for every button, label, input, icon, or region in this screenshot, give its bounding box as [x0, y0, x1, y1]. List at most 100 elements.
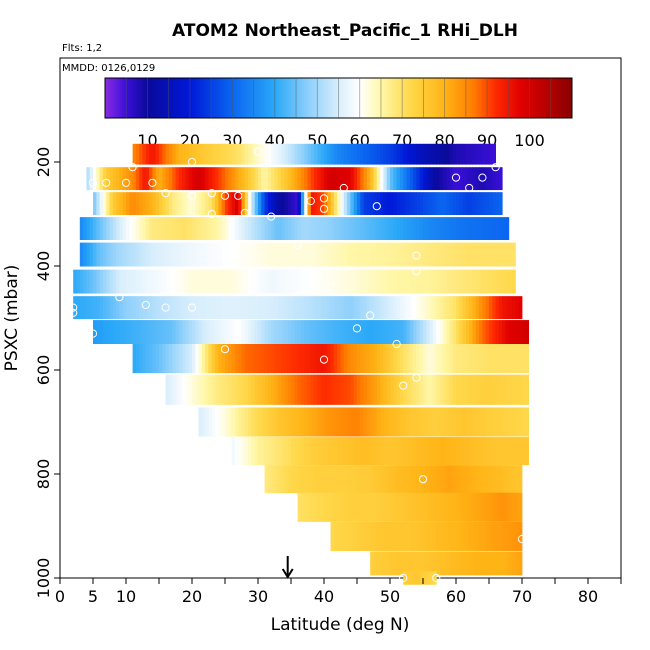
heat-cell: [512, 465, 516, 494]
heat-cell: [495, 521, 500, 551]
heat-cell: [238, 143, 242, 165]
heat-cell: [294, 407, 298, 437]
heat-cell: [294, 192, 298, 216]
heat-cell: [109, 242, 114, 267]
heat-cell: [320, 437, 325, 466]
heat-cell: [396, 320, 401, 344]
heat-cell: [112, 167, 117, 191]
observation-point: [326, 282, 335, 291]
heat-cell: [370, 374, 374, 405]
heat-cell: [155, 296, 160, 320]
heat-cell: [310, 167, 315, 191]
heat-cell: [248, 407, 252, 437]
heat-cell: [139, 217, 143, 240]
heat-cell: [399, 242, 404, 267]
heat-cell: [426, 465, 430, 494]
heat-cell: [119, 192, 124, 216]
heat-cell: [261, 217, 265, 240]
heat-cell: [102, 320, 107, 344]
heat-cell: [112, 269, 117, 294]
heat-cell: [393, 344, 397, 374]
heat-cell: [340, 242, 345, 267]
heat-cell: [165, 296, 170, 320]
heat-cell: [159, 320, 163, 344]
heat-cell: [423, 143, 427, 165]
heat-cell: [251, 320, 256, 344]
heat-cell: [436, 320, 440, 344]
heat-cell: [343, 374, 348, 405]
heat-cell: [373, 242, 378, 267]
heat-cell: [254, 242, 259, 267]
heat-cell: [396, 192, 401, 216]
heat-band: [93, 320, 529, 344]
heat-cell: [264, 407, 269, 437]
heat-cell: [225, 217, 229, 240]
heat-cell: [429, 143, 434, 165]
heat-cell: [436, 521, 440, 551]
heat-cell: [122, 217, 127, 240]
heat-cell: [492, 143, 496, 165]
heat-cell: [347, 143, 351, 165]
heat-cell: [178, 269, 183, 294]
heat-cell: [132, 320, 137, 344]
heat-cell: [399, 217, 404, 240]
heat-cell: [370, 143, 374, 165]
heat-cell: [482, 465, 487, 494]
heat-cell: [357, 374, 361, 405]
heat-cell: [373, 407, 378, 437]
heat-cell: [102, 217, 107, 240]
heat-cell: [149, 269, 153, 294]
heat-cell: [442, 217, 447, 240]
observation-point: [128, 163, 137, 172]
heat-cell: [492, 167, 496, 191]
heat-cell: [281, 407, 285, 437]
heat-cell: [320, 192, 325, 216]
heat-cell: [307, 167, 312, 191]
heat-cell: [525, 320, 529, 344]
heat-cell: [195, 344, 199, 374]
heat-cell: [317, 167, 322, 191]
heat-cell: [429, 492, 434, 522]
heat-cell: [459, 167, 463, 191]
observation-point: [412, 373, 421, 382]
heat-cell: [459, 465, 463, 494]
heat-band: [73, 296, 523, 320]
heat-cell: [228, 374, 232, 405]
heat-cell: [304, 465, 308, 494]
heat-cell: [518, 320, 523, 344]
heat-cell: [198, 143, 203, 165]
heat-cell: [139, 344, 143, 374]
heat-cell: [515, 437, 520, 466]
heat-cell: [152, 217, 157, 240]
heat-cell: [264, 143, 269, 165]
observation-point: [115, 293, 124, 302]
heat-cell: [462, 465, 467, 494]
heat-cell: [86, 269, 91, 294]
heat-cell: [502, 551, 506, 576]
heat-cell: [162, 320, 166, 344]
x-tick-label: 80: [578, 587, 598, 606]
heat-cell: [281, 374, 285, 405]
heat-cell: [267, 143, 272, 165]
heat-cell: [373, 269, 378, 294]
heat-cell: [353, 374, 358, 405]
heat-cell: [277, 374, 282, 405]
heat-cell: [281, 192, 285, 216]
heat-cell: [373, 465, 378, 494]
heat-cell: [383, 143, 388, 165]
heat-cell: [139, 242, 143, 267]
heat-cell: [442, 269, 447, 294]
heat-cell: [426, 374, 430, 405]
heat-cell: [416, 192, 421, 216]
heat-cell: [347, 344, 351, 374]
heat-cell: [426, 521, 430, 551]
heat-cell: [416, 217, 421, 240]
heat-cell: [126, 167, 130, 191]
heat-cell: [93, 320, 97, 344]
heat-cell: [383, 217, 388, 240]
heat-cell: [383, 437, 388, 466]
heat-cell: [238, 269, 242, 294]
heat-cell: [294, 296, 298, 320]
heat-cell: [475, 437, 480, 466]
heat-cell: [317, 407, 322, 437]
